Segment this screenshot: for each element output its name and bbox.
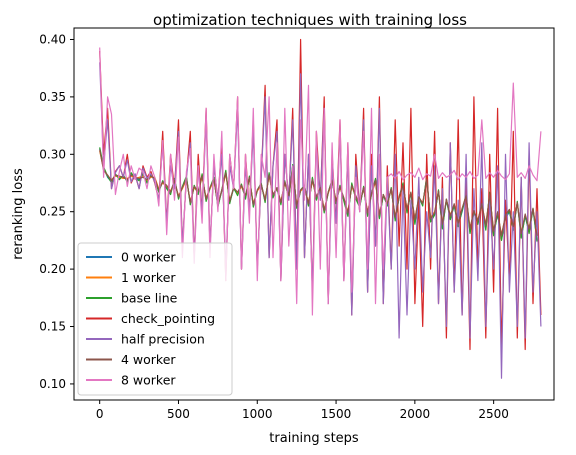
series-line-6	[99, 47, 542, 316]
x-tick-label: 500	[167, 407, 190, 421]
y-tick-label: 0.20	[39, 262, 66, 276]
y-tick-label: 0.35	[39, 90, 66, 104]
y-tick-label: 0.30	[39, 147, 66, 161]
x-axis-label: training steps	[269, 431, 359, 446]
x-tick-label: 1000	[242, 407, 273, 421]
x-tick-label: 1500	[321, 407, 352, 421]
legend-label: half precision	[121, 332, 205, 347]
legend-label: base line	[121, 291, 178, 306]
x-axis-ticks: 0 500 1000 1500 2000 2500	[96, 400, 509, 421]
legend-label: 0 worker	[121, 250, 176, 265]
x-tick-label: 0	[96, 407, 104, 421]
chart-title: optimization techniques with training lo…	[153, 11, 467, 29]
y-axis-label: reranking loss	[11, 168, 26, 260]
y-tick-label: 0.15	[39, 320, 66, 334]
plot-frame	[73, 27, 555, 401]
legend-label: 4 worker	[121, 352, 176, 367]
legend: 0 worker 1 worker base line check_pointingh…	[77, 242, 233, 396]
x-tick-label: 2000	[400, 407, 431, 421]
y-tick-label: 0.10	[39, 377, 66, 391]
y-axis-ticks: 0.10 0.15 0.20 0.25 0.30 0.35 0.40	[39, 32, 74, 391]
legend-label: check_pointing	[121, 311, 215, 326]
y-tick-label: 0.25	[39, 205, 66, 219]
legend-box	[77, 242, 233, 396]
y-tick-label: 0.40	[39, 32, 66, 46]
legend-label: 1 worker	[121, 270, 176, 285]
x-tick-label: 2500	[478, 407, 509, 421]
legend-label: 8 worker	[121, 373, 176, 388]
plot-area	[99, 38, 542, 379]
